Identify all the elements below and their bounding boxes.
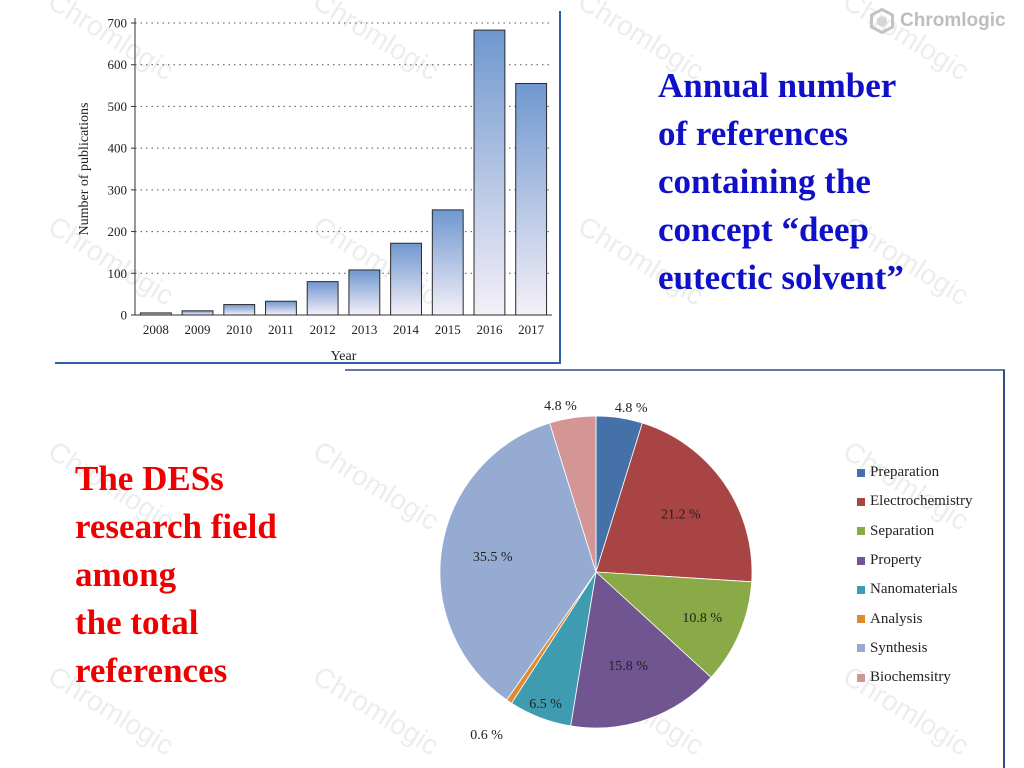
y-tick-label: 300 xyxy=(108,182,128,197)
pie-slice-biochemsitry xyxy=(549,415,597,573)
headline-line: among xyxy=(75,555,177,594)
logo-text: Chromlogic xyxy=(900,10,1006,31)
legend-swatch xyxy=(857,556,865,565)
headline-line: eutectic solvent” xyxy=(658,258,904,297)
y-tick-label: 500 xyxy=(108,99,128,114)
headline-line: of references xyxy=(658,114,849,153)
pie-data-label: 35.5 % xyxy=(473,550,513,565)
headline-line: Annual number xyxy=(658,66,897,105)
legend-swatch xyxy=(857,468,865,477)
headline-line: concept “deep xyxy=(658,210,869,249)
pie-data-label: 15.8 % xyxy=(608,659,648,674)
legend-label: Separation xyxy=(870,522,935,539)
y-tick-label: 400 xyxy=(108,141,128,156)
legend-item: Separation xyxy=(857,517,972,546)
legend-item: Property xyxy=(857,546,972,575)
legend-swatch xyxy=(857,615,865,624)
bar-2012 xyxy=(306,281,339,316)
bar-2008 xyxy=(139,312,172,316)
publications-bar-chart: 0 100 200 300 400 500 600 700 2008 2009 2010 2011 20… xyxy=(55,11,561,364)
bar-2017 xyxy=(515,82,548,316)
x-tick-label: 2013 xyxy=(351,322,377,337)
brand-logo: Chromlogic xyxy=(870,8,1006,34)
legend-item: Nanomaterials xyxy=(857,575,972,604)
headline-annual-references: Annual number of references containing t… xyxy=(658,62,904,302)
legend-swatch xyxy=(857,673,865,682)
legend-label: Biochemsitry xyxy=(870,669,951,686)
y-axis-title: Number of publications xyxy=(77,103,92,236)
pie-data-label: 10.8 % xyxy=(682,611,722,626)
x-tick-label: 2012 xyxy=(310,322,336,337)
legend-swatch xyxy=(857,527,865,536)
headline-line: references xyxy=(75,651,228,690)
headline-line: The DESs xyxy=(75,459,224,498)
headline-line: research field xyxy=(75,507,277,546)
x-tick-label: 2010 xyxy=(226,322,252,337)
legend-label: Analysis xyxy=(870,610,923,627)
pie-slice-separation xyxy=(594,571,753,678)
legend-item: Analysis xyxy=(857,604,972,633)
x-axis-title: Year xyxy=(331,349,357,364)
bar-2016 xyxy=(473,29,506,316)
bar-2015 xyxy=(431,209,464,316)
legend-swatch xyxy=(857,585,865,594)
pie-data-label: 4.8 % xyxy=(544,399,577,414)
legend-label: Electrochemistry xyxy=(870,493,973,510)
pie-data-label: 6.5 % xyxy=(529,697,562,712)
x-tick-label: 2014 xyxy=(393,322,420,337)
y-tick-label: 600 xyxy=(108,57,128,72)
y-tick-label: 700 xyxy=(108,16,128,31)
pie-slice-synthesis xyxy=(439,422,597,701)
legend-item: Biochemsitry xyxy=(857,663,972,692)
bar-2010 xyxy=(223,304,256,316)
pie-data-label: 4.8 % xyxy=(615,401,648,416)
bar-2011 xyxy=(265,300,297,316)
research-field-pie-chart: 4.8 % 21.2 % 10.8 % 15.8 % 6.5 % 0.6 % 35.5 % 4… xyxy=(345,369,1005,768)
x-tick-label: 2016 xyxy=(476,322,503,337)
headline-des-research-field: The DESs research field among the total … xyxy=(75,455,277,695)
legend-item: Synthesis xyxy=(857,634,972,663)
x-tick-label: 2008 xyxy=(143,322,169,337)
legend-label: Preparation xyxy=(870,464,940,481)
x-tick-label: 2017 xyxy=(518,322,545,337)
bar-2013 xyxy=(348,269,381,316)
pie-data-label: 21.2 % xyxy=(661,508,701,523)
pie-slice-property xyxy=(570,571,712,729)
pie-legend: Preparation Electrochemistry Separation Pro… xyxy=(857,458,972,692)
legend-label: Synthesis xyxy=(870,639,928,656)
bar-2009 xyxy=(181,310,214,316)
pie-slice-electrochemistry xyxy=(595,422,753,583)
y-tick-label: 200 xyxy=(108,224,128,239)
y-tick-label: 0 xyxy=(121,308,128,323)
y-tick-label: 100 xyxy=(108,266,128,281)
x-tick-label: 2009 xyxy=(185,322,211,337)
headline-line: containing the xyxy=(658,162,871,201)
headline-line: the total xyxy=(75,603,199,642)
bar-2014 xyxy=(390,242,422,316)
legend-item: Electrochemistry xyxy=(857,487,972,516)
hexagon-logo-icon xyxy=(870,8,894,34)
x-tick-label: 2015 xyxy=(435,322,461,337)
legend-swatch xyxy=(857,497,865,506)
legend-label: Nanomaterials xyxy=(870,581,958,598)
legend-swatch xyxy=(857,644,865,653)
legend-item: Preparation xyxy=(857,458,972,487)
legend-label: Property xyxy=(870,552,922,569)
pie-data-label: 0.6 % xyxy=(470,728,503,743)
x-tick-label: 2011 xyxy=(268,322,294,337)
